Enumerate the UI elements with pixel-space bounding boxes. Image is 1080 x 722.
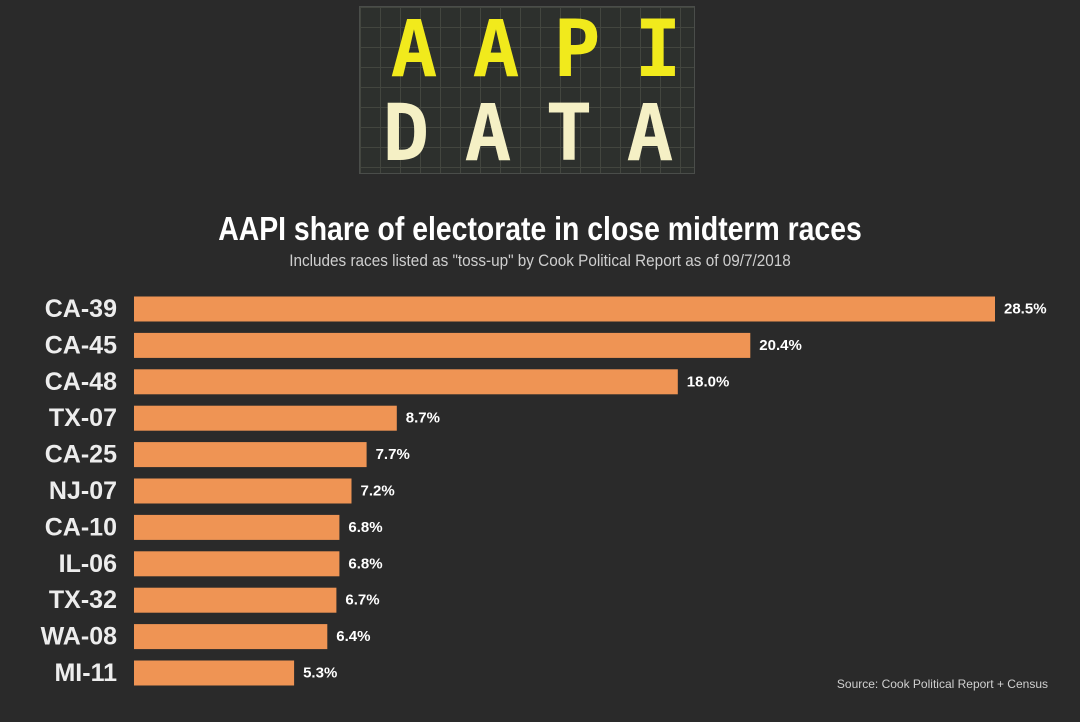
value-label: 6.8% — [348, 519, 382, 536]
logo-letter: A — [626, 89, 674, 179]
logo-letter: T — [545, 89, 593, 179]
aapi-data-logo: A A P I D A T A — [359, 6, 695, 174]
category-label: MI-11 — [54, 659, 117, 687]
value-label: 7.2% — [361, 483, 395, 500]
category-label: TX-07 — [49, 404, 117, 432]
bar-ca-25 — [134, 442, 367, 468]
bar-il-06 — [134, 551, 340, 577]
category-label: NJ-07 — [49, 477, 117, 505]
value-label: 20.4% — [759, 337, 802, 354]
category-label: CA-48 — [45, 368, 117, 396]
bar-nj-07 — [134, 478, 352, 504]
bar-ca-45 — [134, 332, 751, 358]
category-label: TX-32 — [49, 586, 117, 614]
bar-mi-11 — [134, 660, 295, 686]
category-label: CA-10 — [45, 513, 117, 541]
chart-title: AAPI share of electorate in close midter… — [218, 210, 862, 247]
category-label: WA-08 — [41, 623, 118, 651]
category-label: CA-39 — [45, 295, 117, 323]
category-label: CA-25 — [45, 441, 117, 469]
logo-line-data: D A T A — [360, 89, 694, 179]
category-label: IL-06 — [59, 550, 117, 578]
bar-ca-39 — [134, 296, 995, 322]
bar-tx-07 — [134, 405, 397, 431]
logo-line-aapi: A A P I — [360, 5, 694, 95]
logo-letter: A — [464, 89, 512, 179]
logo-letter: I — [634, 5, 682, 95]
value-label: 28.5% — [1004, 301, 1047, 318]
value-label: 5.3% — [303, 665, 337, 682]
logo-letter: P — [553, 5, 601, 95]
bar-wa-08 — [134, 624, 328, 650]
bar-tx-32 — [134, 587, 337, 613]
chart-subtitle: Includes races listed as "toss-up" by Co… — [289, 251, 791, 270]
bar-ca-10 — [134, 514, 340, 540]
value-label: 8.7% — [406, 410, 440, 427]
bar-ca-48 — [134, 369, 678, 395]
logo-letter: D — [382, 89, 430, 179]
value-label: 7.7% — [376, 446, 410, 463]
category-label: CA-45 — [45, 331, 117, 359]
value-label: 6.4% — [336, 628, 370, 645]
logo-letter: A — [472, 5, 520, 95]
value-label: 6.8% — [348, 555, 382, 572]
logo-letter: A — [390, 5, 438, 95]
value-label: 18.0% — [687, 373, 730, 390]
value-label: 6.7% — [345, 592, 379, 609]
source-note: Source: Cook Political Report + Census — [836, 677, 1048, 691]
